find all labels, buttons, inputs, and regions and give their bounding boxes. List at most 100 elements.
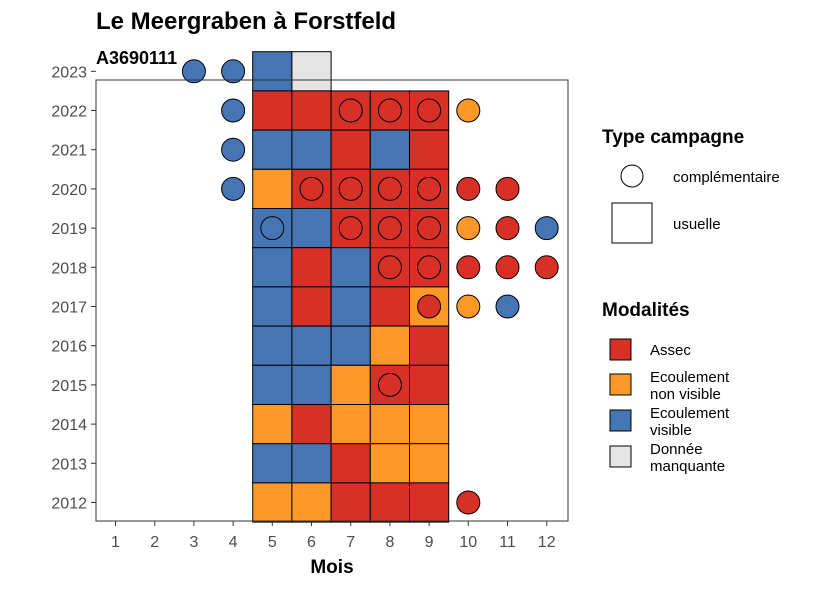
tile-2016-9 xyxy=(409,325,450,366)
y-tick-label: 2013 xyxy=(51,456,87,473)
y-tick-label: 2012 xyxy=(51,496,87,513)
point-2020-9 xyxy=(417,176,442,201)
tile-2017-6 xyxy=(291,286,332,327)
tile-2019-6 xyxy=(291,208,332,249)
legend-shape-label: usuelle xyxy=(673,216,721,233)
legend-color-label: manquante xyxy=(650,458,725,475)
tile-2015-6 xyxy=(291,364,332,405)
y-tick-label: 2014 xyxy=(51,417,87,434)
legend-color-key xyxy=(609,373,632,396)
tile-2013-6 xyxy=(291,443,332,484)
legend-shape-title: Type campagne xyxy=(602,127,744,148)
tile-2015-7 xyxy=(330,364,371,405)
tile-2015-5 xyxy=(252,364,293,405)
point-2018-9 xyxy=(417,255,442,280)
x-tick-label: 2 xyxy=(150,534,159,551)
tile-2012-5 xyxy=(252,482,293,523)
point-2019-10 xyxy=(456,216,481,241)
point-2019-9 xyxy=(417,216,442,241)
point-2023-4 xyxy=(221,59,246,84)
point-2020-4 xyxy=(221,176,246,201)
tile-2021-6 xyxy=(291,129,332,170)
x-tick-label: 8 xyxy=(385,534,394,551)
tile-2013-7 xyxy=(330,443,371,484)
point-2015-8 xyxy=(377,372,402,397)
x-tick-label: 5 xyxy=(268,534,277,551)
point-2022-10 xyxy=(456,98,481,123)
y-tick-label: 2016 xyxy=(51,339,87,356)
tile-2017-8 xyxy=(369,286,410,327)
x-tick-label: 3 xyxy=(189,534,198,551)
point-2019-5 xyxy=(260,216,285,241)
x-tick-label: 11 xyxy=(499,534,516,551)
tile-2014-8 xyxy=(369,404,410,445)
point-2022-7 xyxy=(338,98,363,123)
tile-2018-7 xyxy=(330,247,371,288)
tile-2012-8 xyxy=(369,482,410,523)
legend-circle-key xyxy=(620,164,644,188)
tile-2013-9 xyxy=(409,443,450,484)
point-2020-11 xyxy=(495,176,520,201)
tile-2022-5 xyxy=(252,90,293,131)
tile-2017-5 xyxy=(252,286,293,327)
x-tick-label: 1 xyxy=(111,534,120,551)
point-2017-11 xyxy=(495,294,520,319)
y-axis: 2012 2013 2014 2015 2016 2017 2018 2019 2020 2021… xyxy=(51,64,96,513)
legend-color-key xyxy=(609,338,632,361)
tile-2012-6 xyxy=(291,482,332,523)
tile-2020-5 xyxy=(252,168,293,210)
tile-2017-9 xyxy=(409,286,450,327)
complementaire-points xyxy=(181,59,559,515)
legend-shape-label: complémentaire xyxy=(673,169,780,186)
legend-color-label: Assec xyxy=(650,342,691,359)
point-2022-9 xyxy=(417,98,442,123)
point-2019-8 xyxy=(377,216,402,241)
x-axis: 1 2 3 4 5 6 7 8 9 10 11 12 xyxy=(111,521,556,551)
y-tick-label: 2022 xyxy=(51,104,87,121)
legend-color-label: visible xyxy=(650,422,692,439)
y-tick-label: 2017 xyxy=(51,300,87,317)
point-2020-10 xyxy=(456,176,481,201)
point-2018-12 xyxy=(534,255,559,280)
point-2019-7 xyxy=(338,216,363,241)
point-2020-7 xyxy=(338,176,363,201)
point-2022-4 xyxy=(221,98,246,123)
tile-2023-5 xyxy=(252,51,293,92)
legend-color-label: Donnée xyxy=(650,441,703,458)
legend-color-label: Ecoulement xyxy=(650,369,730,386)
point-2018-11 xyxy=(495,255,520,280)
legend-color-title: Modalités xyxy=(602,300,690,321)
point-2018-8 xyxy=(377,255,402,280)
tile-2017-7 xyxy=(330,286,371,327)
point-2012-10 xyxy=(456,490,481,515)
x-tick-label: 4 xyxy=(229,534,238,551)
x-tick-label: 6 xyxy=(307,534,316,551)
chart-title: Le Meergraben à Forstfeld xyxy=(96,8,396,35)
tile-2018-6 xyxy=(291,247,332,288)
x-tick-label: 9 xyxy=(425,534,434,551)
tile-2022-6 xyxy=(291,90,332,131)
y-tick-label: 2019 xyxy=(51,221,87,238)
tile-2023-6 xyxy=(291,51,332,92)
x-tick-label: 10 xyxy=(459,534,477,551)
y-tick-label: 2020 xyxy=(51,182,87,199)
tile-2014-6 xyxy=(291,404,332,445)
y-tick-label: 2021 xyxy=(51,143,87,160)
x-tick-label: 7 xyxy=(346,534,355,551)
plot-border xyxy=(95,79,569,522)
legend-square-key xyxy=(611,202,653,244)
tile-2015-9 xyxy=(409,364,450,405)
legend-color-key xyxy=(609,409,632,432)
tile-2014-5 xyxy=(252,404,293,445)
tile-2016-8 xyxy=(369,325,410,366)
point-2019-11 xyxy=(495,216,520,241)
tile-2021-5 xyxy=(252,129,293,170)
tile-2013-8 xyxy=(369,443,410,484)
y-tick-label: 2015 xyxy=(51,378,87,395)
point-2018-10 xyxy=(456,255,481,280)
point-2022-8 xyxy=(377,98,402,123)
x-axis-title: Mois xyxy=(310,557,353,578)
point-2020-8 xyxy=(377,176,402,201)
tile-2016-6 xyxy=(291,325,332,366)
